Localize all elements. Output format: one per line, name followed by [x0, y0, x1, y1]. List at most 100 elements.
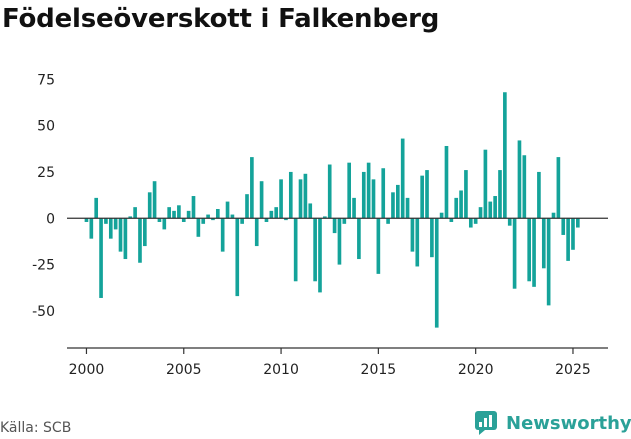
bar	[541, 218, 546, 269]
bars	[84, 92, 580, 328]
bar	[551, 212, 556, 219]
y-tick-label: 50	[37, 119, 55, 135]
bar	[366, 162, 371, 219]
bar	[84, 218, 89, 222]
bar	[327, 164, 332, 219]
bar	[332, 218, 337, 234]
bar	[264, 218, 269, 222]
bar	[99, 218, 103, 298]
bar	[138, 218, 142, 263]
bar	[94, 197, 99, 219]
bar	[434, 218, 439, 328]
bar	[181, 218, 186, 222]
bar	[357, 218, 361, 260]
y-tick-label: -25	[32, 258, 55, 274]
bar	[415, 218, 420, 267]
y-tick-label: 75	[37, 72, 55, 88]
bar	[201, 218, 206, 224]
bar	[483, 149, 488, 219]
bar	[425, 170, 429, 219]
brand-name: Newsworthy	[506, 412, 631, 434]
bar	[225, 201, 230, 219]
bar	[537, 171, 541, 219]
bar	[459, 190, 463, 219]
bar	[279, 179, 283, 219]
bar	[420, 175, 424, 219]
x-tick-label: 2025	[555, 362, 591, 378]
bar	[517, 140, 522, 219]
chart-title: Födelseöverskott i Falkenberg	[2, 4, 440, 34]
bar	[391, 192, 395, 219]
y-axis-labels: 75 50 25 0 -25 -50	[32, 72, 55, 320]
bar	[147, 192, 152, 219]
bar	[503, 92, 507, 219]
bar	[410, 218, 415, 252]
bar	[108, 218, 113, 239]
bar	[498, 170, 502, 219]
bar	[576, 218, 580, 228]
bar	[298, 179, 303, 219]
bar	[493, 196, 497, 219]
bar	[123, 218, 128, 260]
bar	[162, 218, 167, 230]
x-tick-label: 2000	[69, 362, 105, 378]
bar	[454, 197, 459, 219]
bar	[177, 205, 181, 219]
bar	[284, 218, 288, 221]
bar	[430, 218, 434, 258]
x-axis-labels: 2000 2005 2010 2015 2020 2025	[69, 362, 591, 378]
bar	[191, 196, 196, 219]
bar	[361, 171, 366, 219]
bar	[381, 168, 386, 219]
bar	[473, 218, 478, 224]
bar	[118, 218, 123, 252]
bar	[128, 216, 133, 219]
bar	[245, 194, 249, 219]
x-tick-label: 2005	[166, 362, 202, 378]
bar	[488, 201, 493, 219]
bar	[478, 207, 483, 219]
x-tick-label: 2015	[361, 362, 397, 378]
bar	[230, 214, 235, 219]
x-axis-ticks	[85, 348, 574, 354]
bar	[152, 181, 157, 219]
bar	[143, 218, 147, 247]
bar	[449, 218, 454, 222]
y-tick-label: 0	[46, 211, 55, 227]
bar	[308, 203, 313, 219]
newsworthy-icon	[475, 411, 497, 435]
bar	[386, 218, 390, 224]
bar	[532, 218, 536, 287]
bar	[371, 179, 376, 219]
y-tick-label: 25	[37, 165, 55, 181]
bar	[507, 218, 512, 226]
bar	[571, 218, 575, 250]
bar	[337, 218, 342, 265]
bar	[527, 218, 532, 282]
bar	[186, 210, 191, 219]
bar	[546, 218, 551, 306]
bar	[303, 173, 308, 219]
bar	[254, 218, 259, 247]
y-tick-label: -50	[32, 304, 55, 320]
bar	[464, 170, 468, 219]
bar	[556, 157, 561, 219]
bar	[405, 197, 410, 219]
bar	[196, 218, 201, 237]
source-label: Källa: SCB	[0, 420, 72, 436]
bar	[376, 218, 381, 274]
bar	[215, 209, 220, 219]
newsworthy-logo[interactable]: Newsworthy	[474, 410, 631, 436]
bar	[342, 218, 347, 224]
bar	[259, 181, 264, 219]
bar	[288, 171, 293, 219]
bar	[157, 218, 162, 222]
bar	[172, 210, 176, 219]
bar	[347, 162, 351, 219]
bar	[396, 184, 400, 219]
bar	[318, 218, 322, 293]
bar	[235, 218, 240, 297]
bar	[561, 218, 566, 235]
bar	[313, 218, 317, 282]
bar	[274, 207, 279, 219]
